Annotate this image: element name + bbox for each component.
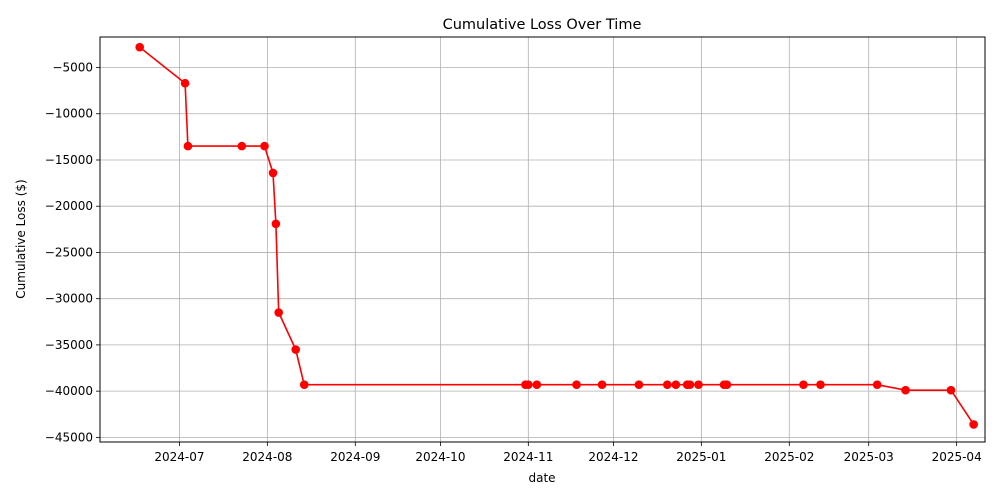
x-tick-label: 2024-12 [588, 450, 638, 464]
data-point [572, 380, 581, 389]
y-tick-label: −20000 [45, 199, 93, 213]
data-point [663, 380, 672, 389]
data-point [946, 385, 956, 395]
x-tick-label: 2024-09 [330, 450, 380, 464]
y-tick-label: −40000 [45, 384, 93, 398]
data-point [268, 168, 278, 178]
data-point [291, 345, 301, 354]
data-point [969, 420, 978, 429]
x-axis-ticks: 2024-07 2024-08 2024-09 2024-10 2024-11 2024-… [154, 442, 982, 464]
x-tick-label: 2025-02 [764, 450, 814, 464]
data-point [271, 219, 281, 229]
chart-title: Cumulative Loss Over Time [443, 17, 642, 33]
data-point [299, 380, 309, 389]
data-point [816, 380, 825, 389]
data-points [135, 42, 978, 429]
data-point [722, 380, 732, 389]
data-point [237, 141, 247, 151]
data-point [183, 141, 193, 151]
data-point [597, 380, 607, 389]
grid-lines [100, 37, 985, 442]
data-point [901, 385, 910, 395]
data-point [685, 380, 695, 389]
y-tick-label: −35000 [45, 338, 93, 352]
data-point [694, 380, 703, 389]
x-tick-label: 2025-04 [932, 450, 982, 464]
x-tick-label: 2024-07 [154, 450, 204, 464]
x-tick-label: 2024-11 [503, 450, 553, 464]
y-axis-label: Cumulative Loss ($) [14, 179, 28, 298]
x-tick-label: 2024-10 [415, 450, 465, 464]
data-point [135, 42, 145, 52]
data-point [260, 141, 269, 151]
y-tick-label: −5000 [52, 61, 93, 75]
y-tick-label: −10000 [45, 107, 93, 121]
y-tick-label: −45000 [45, 430, 93, 444]
x-tick-label: 2024-08 [242, 450, 292, 464]
data-point [524, 380, 533, 389]
y-tick-label: −30000 [45, 292, 93, 306]
series-line [139, 46, 975, 425]
plot-area-frame [99, 36, 986, 443]
y-axis-ticks: −5000 −10000 −15000 −20000 −25000 −30000 −3500… [45, 61, 100, 444]
data-point [634, 380, 644, 389]
y-tick-label: −15000 [45, 153, 93, 167]
data-point [799, 380, 808, 389]
x-tick-label: 2025-03 [844, 450, 894, 464]
x-axis-label: date [528, 471, 555, 485]
data-point [532, 380, 542, 389]
data-point [872, 380, 882, 389]
x-tick-label: 2025-01 [676, 450, 726, 464]
y-tick-label: −25000 [45, 245, 93, 259]
series-line-layer [139, 46, 975, 425]
data-point [274, 308, 284, 317]
data-point [671, 380, 681, 389]
data-point [180, 78, 190, 88]
